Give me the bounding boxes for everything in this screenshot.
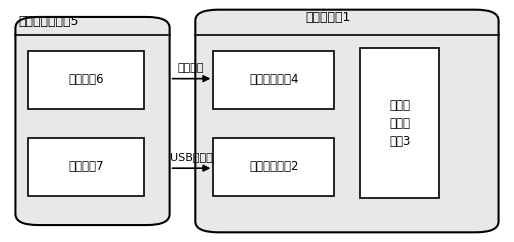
FancyBboxPatch shape [28,51,144,109]
FancyBboxPatch shape [195,10,499,232]
Text: 数据服务器1: 数据服务器1 [306,11,351,24]
Text: 设备数
据采集
软件3: 设备数 据采集 软件3 [389,99,410,148]
Text: 移动通讯: 移动通讯 [178,63,205,73]
Text: 设备设置软件2: 设备设置软件2 [249,160,299,174]
Text: 数据外发软件4: 数据外发软件4 [249,73,299,86]
Text: 导航软件6: 导航软件6 [68,73,104,86]
FancyBboxPatch shape [28,138,144,196]
Text: 便携式导航终端5: 便携式导航终端5 [18,15,79,28]
Text: 后台软件7: 后台软件7 [68,160,104,174]
FancyBboxPatch shape [15,17,170,225]
FancyBboxPatch shape [213,138,334,196]
FancyBboxPatch shape [360,48,439,198]
Text: USB数据线: USB数据线 [170,152,213,162]
FancyBboxPatch shape [213,51,334,109]
